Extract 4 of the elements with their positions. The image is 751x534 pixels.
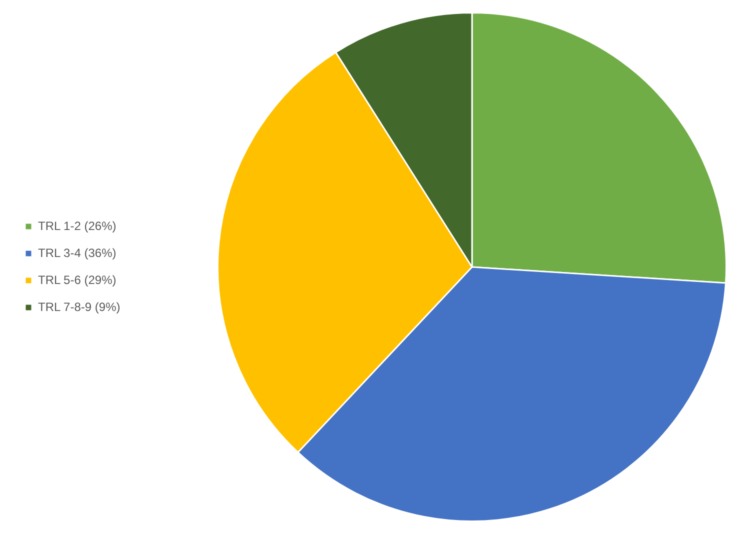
legend-label: TRL 1-2 (26%) [38, 218, 116, 233]
legend-label: TRL 5-6 (29%) [38, 272, 116, 287]
legend-label: TRL 7-8-9 (9%) [38, 300, 120, 314]
legend-label: TRL 3-4 (36%) [38, 246, 116, 260]
